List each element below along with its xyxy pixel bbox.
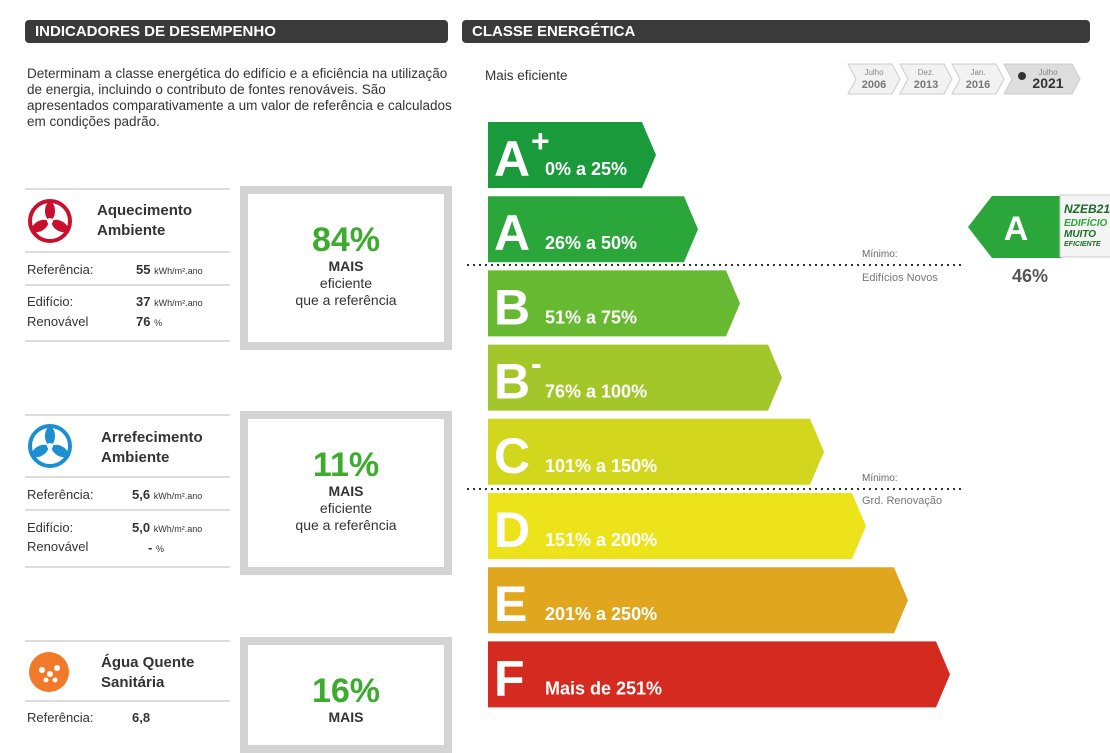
class-range: 0% a 25% [545, 159, 627, 179]
nzeb-label: NZEB21 [1064, 202, 1110, 216]
indicator-title: Aquecimento Ambiente [97, 202, 193, 239]
reference-label: Referência: [27, 262, 94, 277]
efficient-label: eficiente [319, 275, 373, 291]
separator [25, 414, 230, 416]
separator [25, 476, 230, 478]
compare-label: que a referência [295, 517, 397, 533]
class-arrow [488, 344, 782, 411]
building-value: 5,0 kWh/m².ano [132, 520, 203, 535]
water-icon [29, 652, 69, 692]
nzeb-line: EDIFÍCIO [1064, 216, 1108, 229]
class-letter: A [494, 131, 530, 187]
page: Indicadores de Desempenho {"left": {"hea… [25, 20, 1110, 753]
result-value: 46% [1012, 266, 1048, 286]
separator [25, 251, 230, 253]
class-range: 101% a 150% [545, 456, 657, 476]
efficient-label: eficiente [319, 500, 373, 516]
cooling-icon [28, 424, 72, 468]
class-arrow [488, 493, 866, 559]
indicator-title: Água Quente Sanitária [101, 654, 195, 691]
separator [25, 700, 230, 702]
timeline-month: Dez. [918, 68, 934, 77]
timeline-year: 2021 [1032, 75, 1063, 91]
nzeb-badge [1059, 194, 1110, 258]
class-arrow [488, 270, 740, 337]
nzeb-line: MUITO [1064, 229, 1096, 240]
class-letter: C [494, 428, 530, 484]
timeline-month: Julho [864, 68, 884, 77]
energy-scale: Mínimo: Edifícios Novos Mínimo: Grd. Ren… [467, 63, 1110, 708]
class-range: 26% a 50% [545, 233, 637, 253]
intro-text: Determinam a classe energética do edifíc… [27, 66, 452, 129]
indicator-title: Arrefecimento Ambiente [101, 429, 203, 466]
section-header: INDICADORES DE DESEMPENHO [25, 20, 448, 43]
class-sup: - [531, 346, 542, 382]
class-arrow [488, 641, 950, 708]
class-letter: E [494, 576, 527, 632]
class-range: 51% a 75% [545, 307, 637, 327]
section-header: CLASSE ENERGÉTICA [462, 20, 1090, 43]
separator [25, 566, 230, 568]
efficiency-box: 84% MAIS eficiente que a referência [240, 186, 452, 350]
class-range: 201% a 250% [545, 604, 657, 624]
reference-label: Referência: [27, 487, 94, 502]
timeline-month: Julho [1038, 68, 1058, 77]
heating-icon [28, 199, 72, 243]
class-letter: B [494, 354, 530, 410]
nzeb-line: EFICIENTE [1064, 241, 1101, 248]
separator [25, 509, 230, 511]
compare-label: que a referência [295, 292, 397, 308]
class-sup: + [531, 123, 550, 159]
timeline-year: 2016 [966, 79, 990, 91]
timeline-year: 2013 [914, 79, 938, 91]
minimum-name: Grd. Renovação [862, 495, 942, 507]
timeline-year: 2006 [862, 79, 886, 91]
renewable-label: Renovável [27, 314, 89, 329]
class-range: Mais de 251% [545, 678, 662, 698]
separator [25, 640, 230, 642]
reference-value: 5,6 kWh/m².ano [132, 487, 203, 502]
building-value: 37 kWh/m².ano [136, 294, 203, 309]
class-letter: D [494, 502, 530, 558]
page-body: INDICADORES DE DESEMPENHO Determinam a c… [25, 20, 1110, 753]
class-letter: A [494, 205, 530, 261]
separator [25, 340, 230, 342]
timeline-step [847, 63, 901, 95]
building-label: Edifício: [27, 520, 74, 535]
class-arrow [488, 196, 698, 263]
building-label: Edifício: [27, 294, 74, 309]
renewable-value: - % [148, 540, 164, 555]
separator [25, 284, 230, 286]
class-letter: F [494, 650, 525, 706]
efficiency-percent: 16% [311, 672, 381, 710]
timeline-step [951, 63, 1005, 95]
reference-value: 55 kWh/m².ano [136, 262, 203, 277]
class-arrow [488, 418, 824, 485]
efficiency-percent: 11% [312, 446, 380, 484]
minimum-name: Edifícios Novos [862, 272, 938, 284]
class-range: 76% a 100% [545, 382, 647, 402]
separator [25, 188, 230, 190]
efficiency-box: 11% MAIS eficiente que a referência [240, 411, 452, 575]
more-label: MAIS [328, 258, 364, 274]
award-icon [1018, 72, 1026, 80]
timeline-month: Jan. [970, 68, 985, 77]
result-arrow [968, 196, 1062, 258]
timeline-step [899, 63, 953, 95]
minimum-label: Mínimo: [862, 473, 898, 484]
efficiency-percent: 84% [311, 221, 381, 259]
renewable-label: Renovável [27, 539, 89, 554]
class-range: 151% a 200% [545, 530, 657, 550]
class-letter: B [494, 279, 530, 335]
renewable-value: 76 % [136, 314, 163, 329]
minimum-label: Mínimo: [862, 249, 898, 260]
more-label: MAIS [328, 483, 364, 499]
timeline-step [1003, 63, 1081, 95]
class-arrow [488, 122, 656, 188]
result-letter: A [1004, 210, 1029, 248]
class-arrow [488, 567, 908, 634]
top-label: Mais eficiente [485, 68, 568, 83]
